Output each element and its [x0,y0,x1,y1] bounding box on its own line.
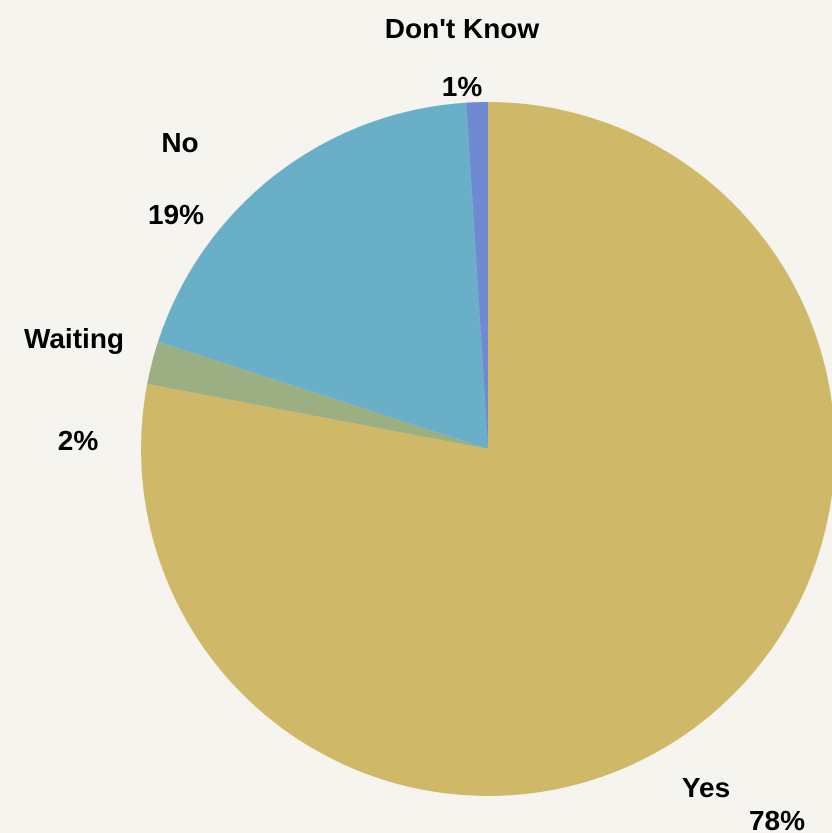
pie-slice-don-t-know [466,101,488,449]
slice-value-no: 19% [148,199,204,230]
pie-slice-yes [141,102,832,796]
slice-value-waiting: 2% [58,425,99,456]
slice-value-yes: 78% [749,805,805,833]
pie-slices [141,101,832,796]
slice-value-don-t-know: 1% [442,71,483,102]
pie-slice-no [157,102,489,450]
pie-slice-waiting [147,341,488,449]
pie-labels: Yes 78% Waiting 2% No 19% Don't Know 1% [24,13,805,833]
slice-label-waiting: Waiting [24,323,124,354]
slice-label-don-t-know: Don't Know [385,13,540,44]
slice-label-yes: Yes [682,772,730,803]
slice-label-no: No [161,127,198,158]
